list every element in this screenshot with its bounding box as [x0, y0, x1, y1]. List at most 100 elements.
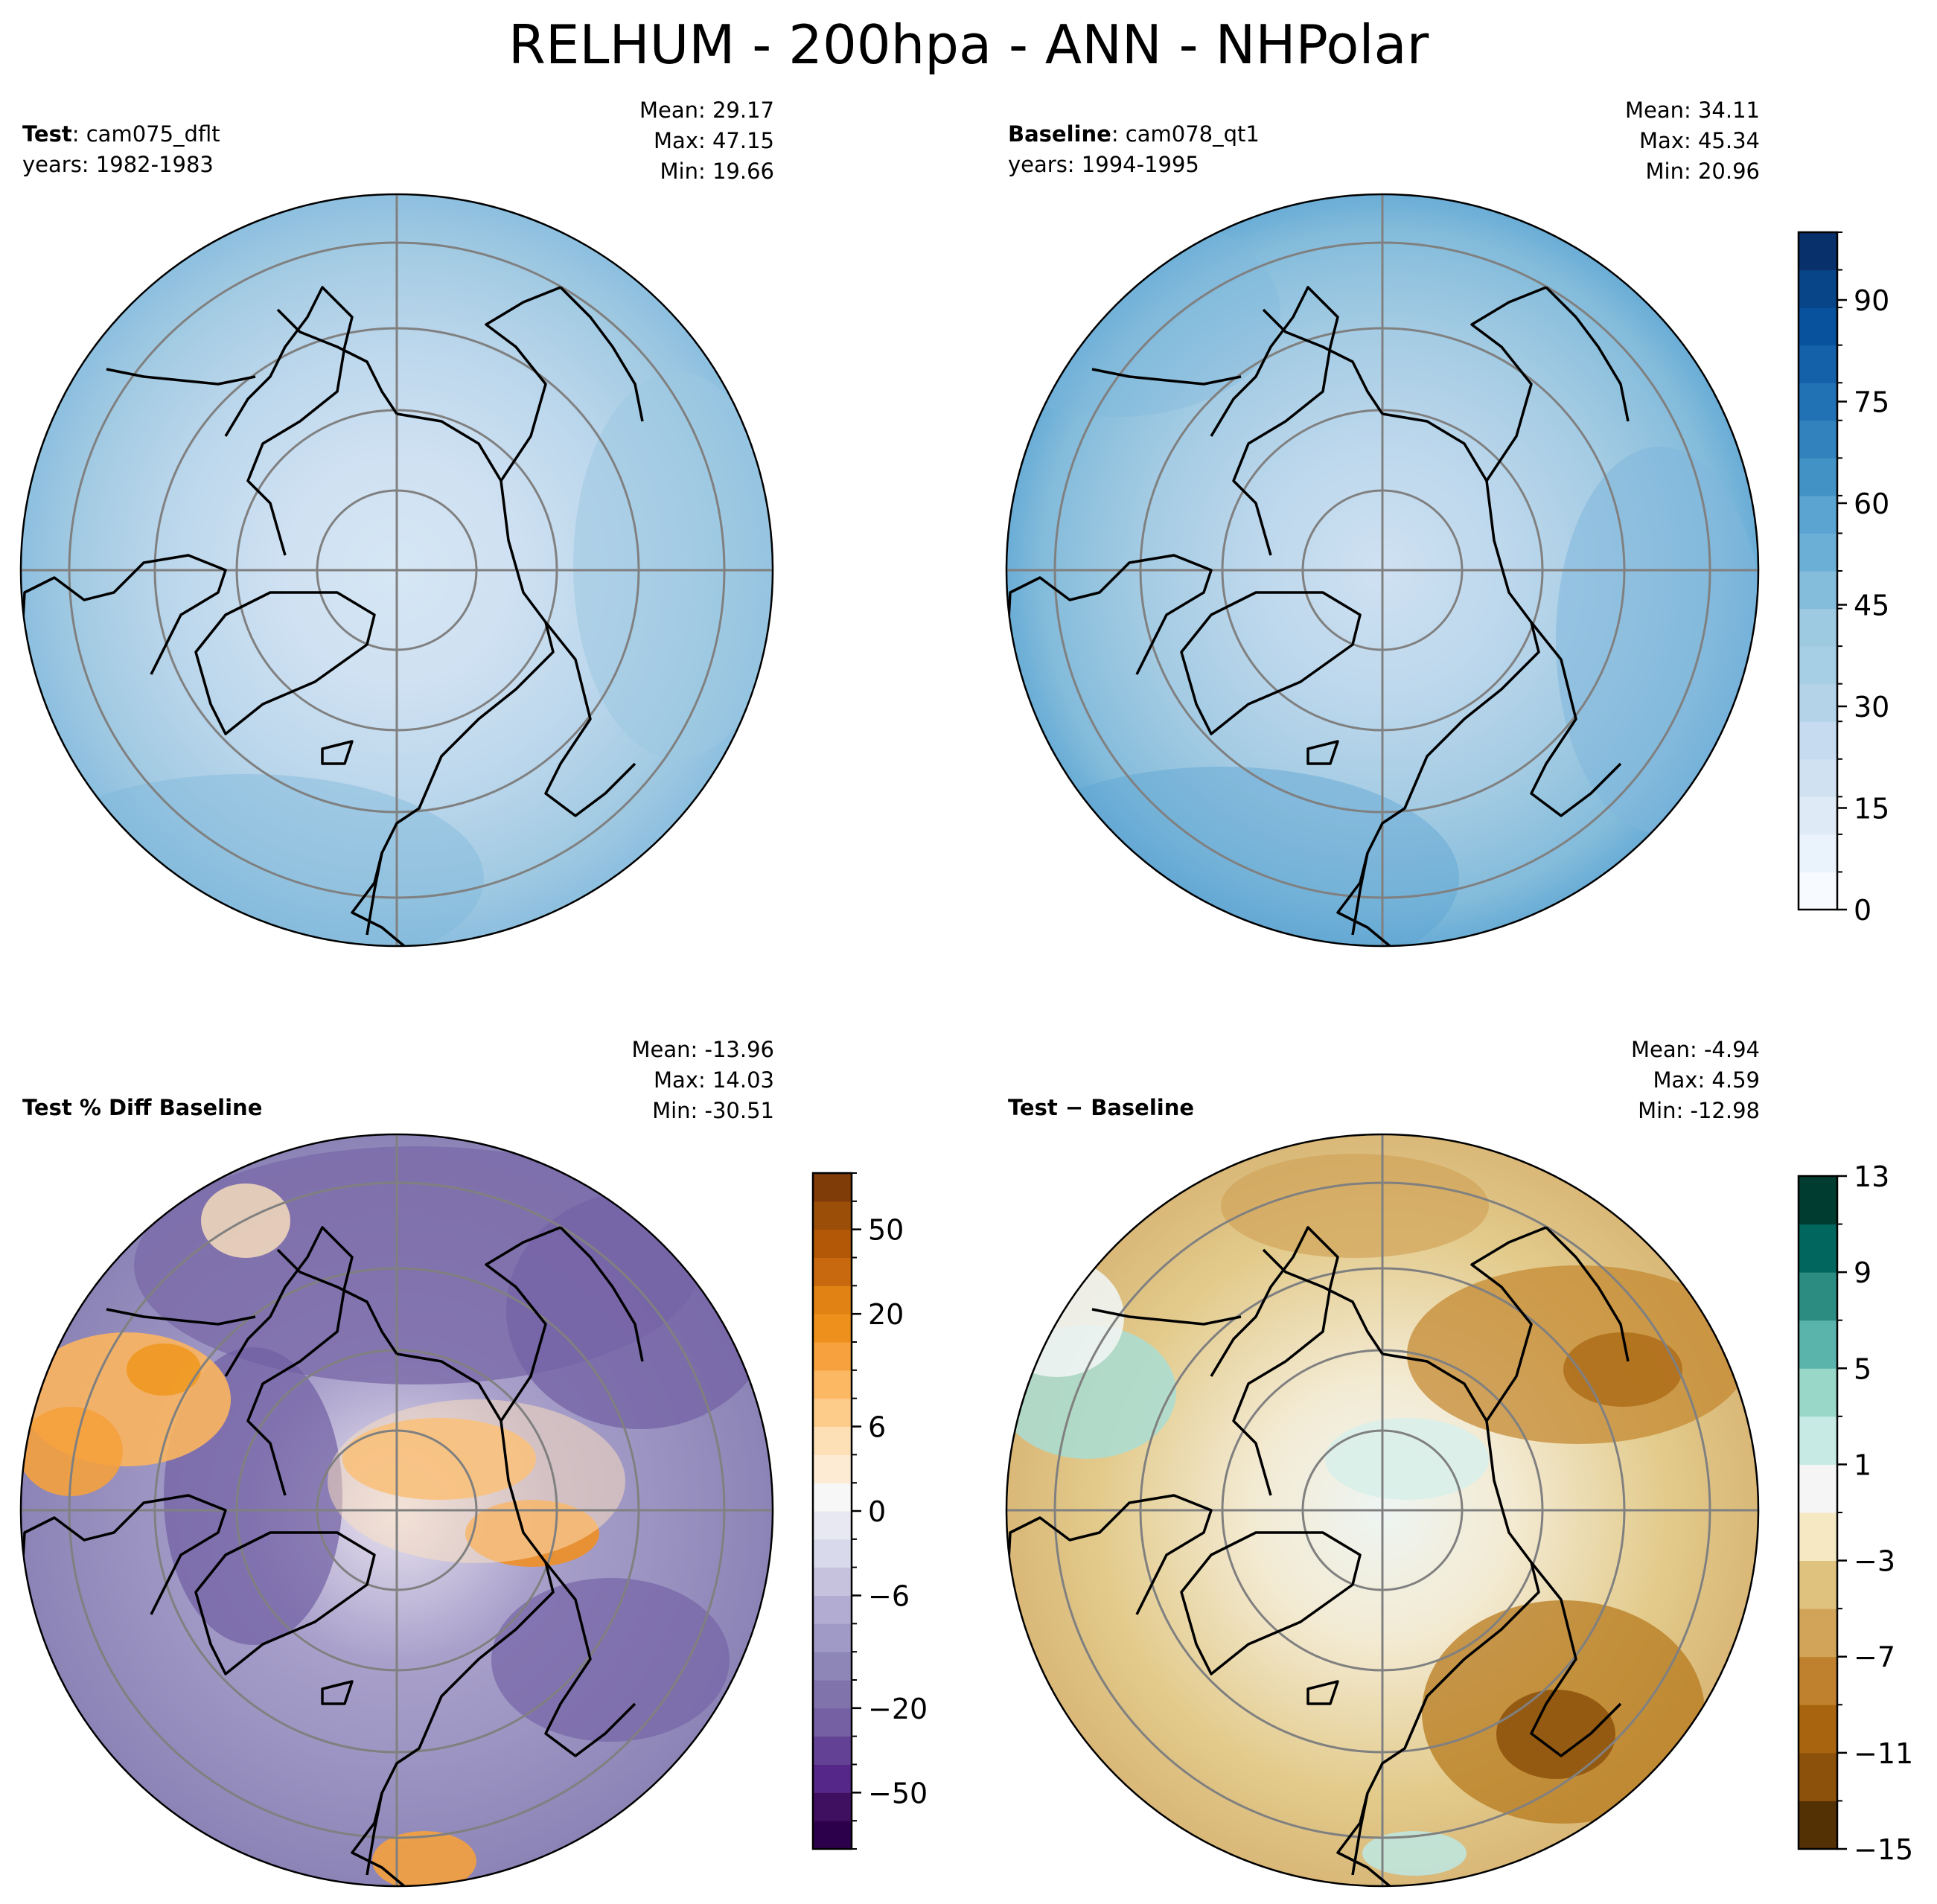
colorbar-tick-label: 50: [868, 1214, 904, 1247]
coastline: [1210, 1226, 1339, 1496]
colorbar-tick-label: −20: [868, 1693, 928, 1725]
panel-baseline-stats: Mean: 34.11 Max: 45.34 Min: 20.96: [1447, 95, 1760, 187]
colorbar-tick-label: −3: [1854, 1545, 1895, 1578]
colorbar-segment: [1799, 1272, 1837, 1321]
colorbar-top: 0 15 30 45 60 75 90: [1797, 231, 1889, 927]
coastline: [276, 308, 398, 415]
map-baseline: [1005, 193, 1760, 948]
panel-diff-stats: Mean: -4.94 Max: 4.59 Min: -12.98: [1447, 1035, 1760, 1126]
map-gridlines: [1006, 194, 1758, 946]
colorbar-segment: [813, 1539, 852, 1568]
coastline: [224, 286, 354, 556]
colorbar-tick-label: 6: [868, 1411, 886, 1444]
colorbar-segment: [813, 1173, 852, 1202]
coastline: [1180, 1531, 1362, 1675]
colorbar-diff: −15 −11 −7 −3 1 5 9 13: [1797, 1160, 1913, 1866]
colorbar-segment: [1799, 458, 1837, 496]
colorbar-tick-label: 9: [1854, 1256, 1871, 1289]
map-boundary: [1005, 193, 1760, 948]
colorbar-tick-label: 0: [1854, 894, 1871, 927]
coastline: [276, 1248, 398, 1355]
coastline: [1351, 412, 1540, 936]
stat-mean: Mean: 34.11: [1624, 98, 1760, 123]
contour-blob: [1556, 447, 1758, 834]
colorbar-tick-label: 90: [1854, 284, 1889, 317]
contour-blob: [127, 1344, 201, 1396]
colorbar-segment: [1799, 721, 1837, 760]
colorbar-tick-label: 60: [1854, 488, 1889, 520]
colorbar-tick-label: 45: [1854, 590, 1889, 622]
coastline: [485, 1226, 561, 1422]
colorbar-segment: [1799, 1320, 1837, 1369]
colorbar-segment: [813, 1229, 852, 1258]
colorbar-segment: [813, 1707, 852, 1737]
stat-min: Min: 19.66: [660, 159, 774, 184]
colorbar-segment: [1799, 608, 1837, 647]
coastline: [559, 286, 644, 422]
panel-diff-name: Test − Baseline: [1008, 1095, 1195, 1120]
contour-blob: [1006, 1258, 1124, 1377]
colorbar-segment: [1799, 796, 1837, 835]
contour-blob: [506, 1191, 773, 1429]
contour-blob: [1563, 1332, 1682, 1407]
colorbar-segment: [813, 1764, 852, 1793]
colorbar-segment: [1799, 1752, 1837, 1801]
panel-pctdiff-name: Test % Diff Baseline: [22, 1095, 263, 1120]
colorbar-segment: [1799, 872, 1837, 910]
colorbar-segment: [1799, 383, 1837, 421]
map-pct-diff: [19, 1133, 774, 1888]
coastline: [1336, 1792, 1391, 1886]
colorbar-tick-label: 30: [1854, 691, 1889, 723]
colorbar-segment: [813, 1257, 852, 1286]
coastline: [1006, 1494, 1213, 1615]
colorbar-segment: [1799, 1705, 1837, 1754]
coastline: [1006, 554, 1213, 675]
colorbar-segment: [1799, 495, 1837, 534]
colorbar-segment: [813, 1821, 852, 1850]
map-coastlines: [1006, 286, 1630, 946]
stat-max: Max: 45.34: [1639, 128, 1760, 153]
colorbar-segment: [1799, 683, 1837, 722]
coastline: [321, 1680, 354, 1705]
colorbar-segment: [813, 1595, 852, 1624]
colorbar-segment: [1799, 1801, 1837, 1850]
coastline: [366, 1352, 555, 1876]
colorbar-segment: [1799, 1464, 1837, 1513]
coastline: [1091, 1308, 1242, 1326]
colorbar-segment: [1799, 834, 1837, 872]
coastline: [1545, 286, 1630, 422]
colorbar-segment: [813, 1736, 852, 1765]
colorbar-segment: [1799, 420, 1837, 459]
coastline: [21, 554, 227, 675]
colorbar-segment: [1799, 1416, 1837, 1465]
colorbar-segment: [1799, 1656, 1837, 1705]
colorbar-segment: [1799, 1609, 1837, 1658]
coastline: [485, 286, 561, 482]
coastline: [544, 621, 636, 817]
contour-blob: [1362, 1831, 1467, 1876]
colorbar-tick-label: −50: [868, 1777, 928, 1809]
panel-baseline-years: years: 1994-1995: [1008, 152, 1199, 177]
colorbar-segment: [1799, 1224, 1837, 1273]
coastline: [1545, 1226, 1630, 1362]
colorbar-segment: [813, 1285, 852, 1314]
coastline: [21, 1494, 227, 1615]
coastline: [1091, 368, 1242, 386]
panel-test-stats: Mean: 29.17 Max: 47.15 Min: 19.66: [462, 95, 774, 187]
colorbar-segment: [1799, 1368, 1837, 1417]
coastline: [351, 852, 406, 946]
colorbar-segment: [813, 1398, 852, 1427]
panel-baseline-name: Baseline: [1008, 121, 1111, 147]
panel-test-case: : cam075_dflt: [71, 121, 220, 147]
map-boundary: [19, 1133, 774, 1888]
contour-blob: [21, 1407, 123, 1496]
panel-diff-label: Test − Baseline: [1008, 1093, 1194, 1123]
panel-test-years: years: 1982-1983: [22, 152, 214, 177]
map-coastlines: [21, 1226, 644, 1886]
coastline: [224, 1226, 354, 1496]
colorbar-segment: [813, 1567, 852, 1596]
coastline: [1470, 286, 1547, 482]
colorbar-segment: [1799, 1176, 1837, 1225]
colorbar-segment: [1799, 232, 1837, 271]
